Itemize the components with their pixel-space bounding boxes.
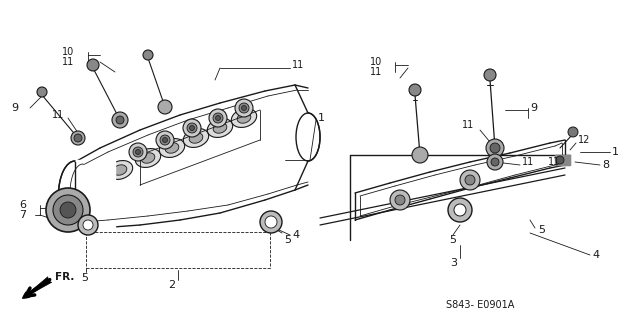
Text: 2: 2 <box>168 280 175 290</box>
Text: 10: 10 <box>61 47 74 57</box>
Text: 4: 4 <box>292 230 299 240</box>
Text: 11: 11 <box>548 157 560 167</box>
Circle shape <box>260 211 282 233</box>
Circle shape <box>209 109 227 127</box>
Circle shape <box>556 156 564 164</box>
Text: 10: 10 <box>370 57 382 67</box>
Circle shape <box>189 125 195 130</box>
Circle shape <box>37 87 47 97</box>
Ellipse shape <box>213 123 227 133</box>
Circle shape <box>490 143 500 153</box>
Circle shape <box>160 135 170 145</box>
Circle shape <box>395 195 405 205</box>
Circle shape <box>133 147 143 157</box>
Polygon shape <box>555 155 570 165</box>
Circle shape <box>136 150 141 154</box>
Circle shape <box>390 190 410 210</box>
Text: 5: 5 <box>284 235 291 245</box>
Text: 7: 7 <box>19 210 26 220</box>
Circle shape <box>143 50 153 60</box>
Text: 6: 6 <box>19 200 26 210</box>
Text: 11: 11 <box>61 57 74 67</box>
Circle shape <box>460 170 480 190</box>
Ellipse shape <box>141 153 155 163</box>
Circle shape <box>116 116 124 124</box>
Circle shape <box>46 188 90 232</box>
Text: 1: 1 <box>612 147 619 157</box>
Circle shape <box>129 143 147 161</box>
Circle shape <box>491 158 499 166</box>
Circle shape <box>74 134 82 142</box>
Circle shape <box>239 103 249 113</box>
Text: 3: 3 <box>451 258 458 268</box>
Circle shape <box>163 138 168 142</box>
Circle shape <box>112 112 128 128</box>
Ellipse shape <box>135 149 161 168</box>
Circle shape <box>87 59 99 71</box>
Circle shape <box>71 131 85 145</box>
Text: 8: 8 <box>602 160 609 170</box>
Circle shape <box>265 216 277 228</box>
Text: 11: 11 <box>522 157 534 167</box>
Text: 5: 5 <box>538 225 545 235</box>
Text: 11: 11 <box>370 67 382 77</box>
Circle shape <box>60 202 76 218</box>
Ellipse shape <box>108 161 132 180</box>
Text: 12: 12 <box>578 135 590 145</box>
Text: 1: 1 <box>318 113 325 123</box>
Circle shape <box>78 215 98 235</box>
Circle shape <box>158 100 172 114</box>
Circle shape <box>454 204 466 216</box>
Text: 9: 9 <box>11 103 18 113</box>
Circle shape <box>484 69 496 81</box>
Circle shape <box>156 131 174 149</box>
Text: S843- E0901A: S843- E0901A <box>446 300 514 310</box>
Circle shape <box>448 198 472 222</box>
Circle shape <box>83 220 93 230</box>
Text: 5: 5 <box>81 273 88 283</box>
Circle shape <box>568 127 578 137</box>
Circle shape <box>216 116 221 121</box>
Circle shape <box>183 119 201 137</box>
Text: 9: 9 <box>530 103 537 113</box>
Circle shape <box>486 139 504 157</box>
Ellipse shape <box>159 139 185 158</box>
Text: 11: 11 <box>292 60 304 70</box>
Circle shape <box>53 195 83 225</box>
Circle shape <box>465 175 475 185</box>
Circle shape <box>409 84 421 96</box>
Circle shape <box>241 106 246 111</box>
Text: 11: 11 <box>462 120 474 130</box>
Ellipse shape <box>189 133 203 143</box>
Text: FR.: FR. <box>55 272 74 282</box>
Ellipse shape <box>113 165 127 175</box>
Circle shape <box>235 99 253 117</box>
Text: 5: 5 <box>449 235 456 245</box>
Ellipse shape <box>237 113 251 123</box>
Text: 11: 11 <box>52 110 64 120</box>
Text: 4: 4 <box>592 250 599 260</box>
Ellipse shape <box>183 129 209 147</box>
Circle shape <box>412 147 428 163</box>
Circle shape <box>187 123 197 133</box>
Ellipse shape <box>207 118 233 137</box>
Circle shape <box>213 113 223 123</box>
Circle shape <box>487 154 503 170</box>
Ellipse shape <box>231 109 257 128</box>
Ellipse shape <box>165 143 179 153</box>
